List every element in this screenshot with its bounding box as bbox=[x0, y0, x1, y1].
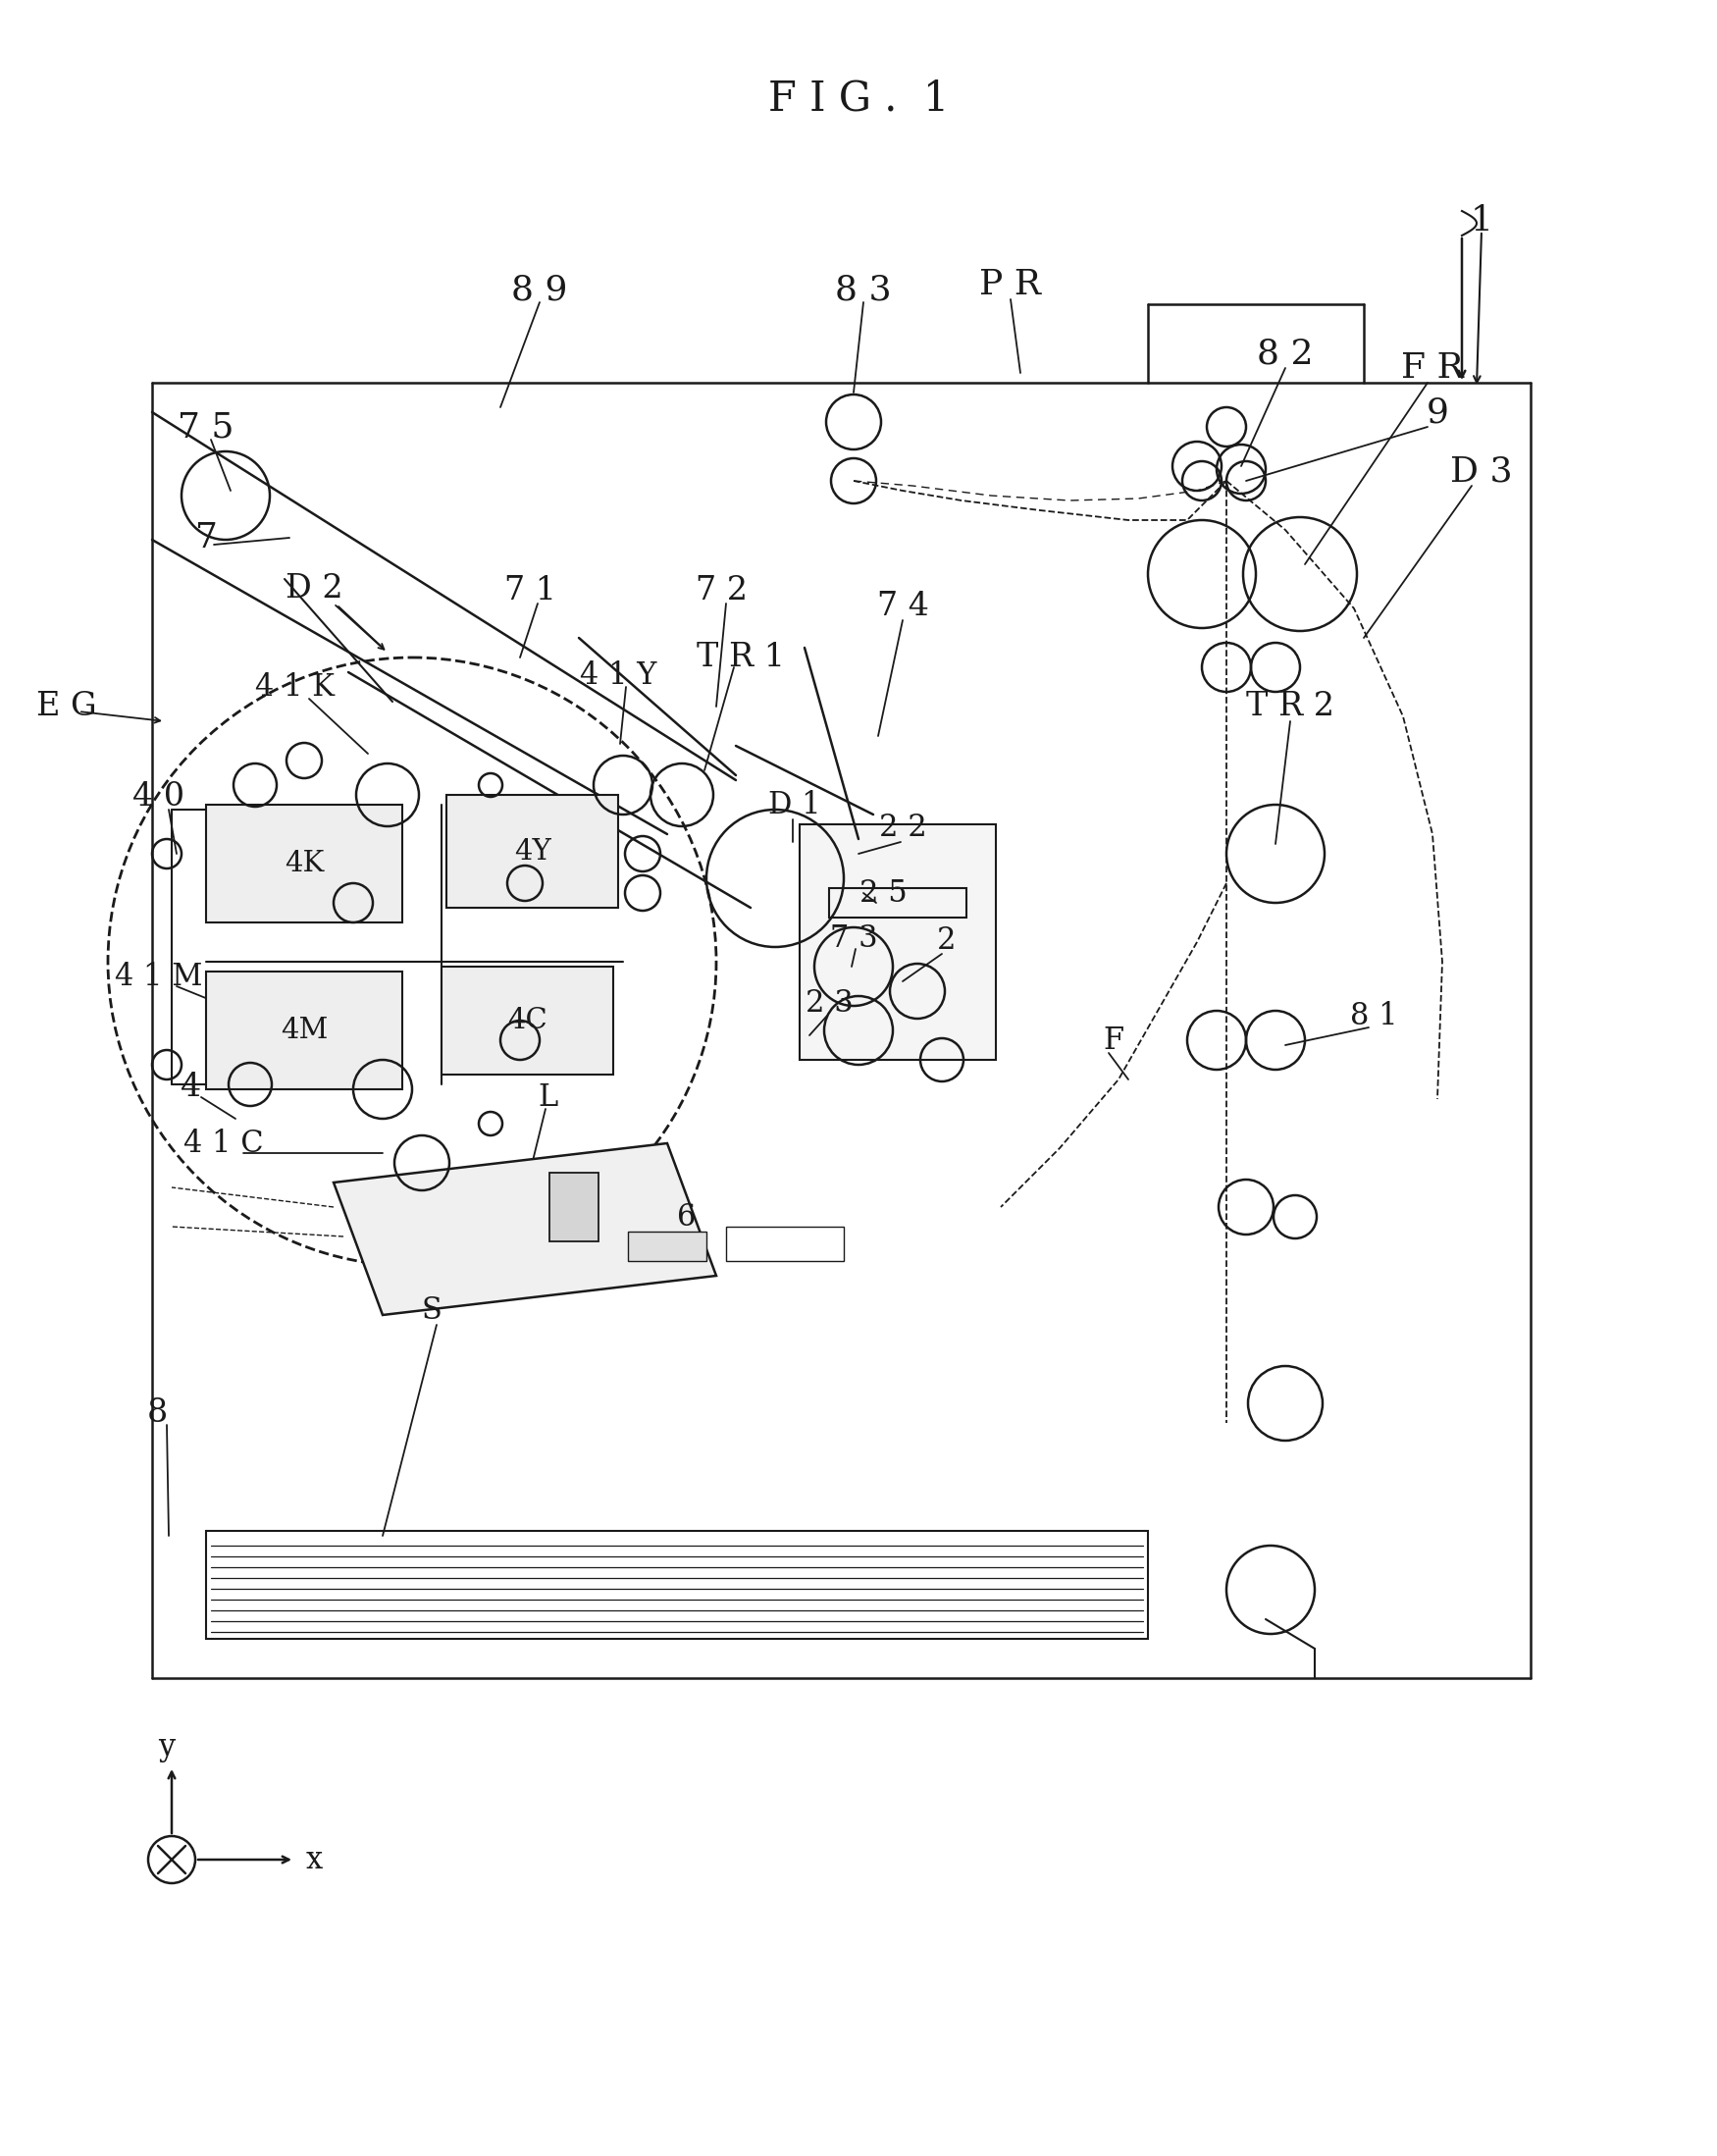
Text: 4C: 4C bbox=[507, 1007, 548, 1035]
Text: 4 1 M: 4 1 M bbox=[115, 962, 203, 992]
Text: x: x bbox=[306, 1843, 323, 1876]
Text: S: S bbox=[421, 1296, 441, 1326]
Bar bbox=[446, 796, 618, 908]
Text: D 1: D 1 bbox=[769, 789, 821, 819]
Text: 4 1 K: 4 1 K bbox=[254, 673, 335, 703]
Bar bbox=[206, 1531, 1149, 1639]
Text: P R: P R bbox=[980, 267, 1042, 302]
Text: 2 3: 2 3 bbox=[805, 987, 853, 1018]
Text: 7: 7 bbox=[194, 522, 218, 554]
Text: 4K: 4K bbox=[285, 849, 325, 877]
Text: 8 1: 8 1 bbox=[1350, 1000, 1398, 1031]
Text: 1: 1 bbox=[1470, 205, 1492, 237]
Bar bbox=[206, 972, 402, 1089]
Text: 4Y: 4Y bbox=[515, 839, 551, 865]
Bar bbox=[206, 804, 402, 923]
Text: T R 1: T R 1 bbox=[697, 642, 785, 673]
Text: L: L bbox=[537, 1082, 558, 1112]
Text: 8 3: 8 3 bbox=[834, 274, 891, 306]
Polygon shape bbox=[333, 1143, 716, 1315]
Text: 7 1: 7 1 bbox=[503, 576, 556, 606]
Text: D 2: D 2 bbox=[285, 573, 343, 604]
Text: 7 2: 7 2 bbox=[695, 576, 747, 606]
Text: T R 2: T R 2 bbox=[1247, 690, 1334, 722]
Bar bbox=[549, 1173, 599, 1242]
Bar bbox=[726, 1227, 843, 1261]
Text: F I G .  1: F I G . 1 bbox=[767, 78, 950, 119]
Text: 7 4: 7 4 bbox=[877, 591, 929, 623]
Text: 7 5: 7 5 bbox=[179, 410, 234, 444]
Text: 9: 9 bbox=[1427, 395, 1449, 429]
Text: 8 2: 8 2 bbox=[1257, 336, 1314, 371]
Text: 4: 4 bbox=[180, 1072, 201, 1104]
Text: E G: E G bbox=[36, 690, 96, 722]
Text: F: F bbox=[1104, 1024, 1125, 1056]
Bar bbox=[800, 824, 996, 1061]
Text: 8 9: 8 9 bbox=[512, 274, 568, 306]
Bar bbox=[441, 966, 613, 1074]
Text: 4M: 4M bbox=[280, 1018, 328, 1044]
Text: 4 0: 4 0 bbox=[132, 780, 185, 813]
Text: D 3: D 3 bbox=[1451, 455, 1513, 487]
Text: 2 5: 2 5 bbox=[858, 877, 907, 908]
Text: 4 1 Y: 4 1 Y bbox=[580, 660, 656, 690]
Bar bbox=[829, 888, 967, 918]
Text: 7 3: 7 3 bbox=[829, 923, 877, 953]
Text: 8: 8 bbox=[146, 1397, 168, 1429]
Text: F R: F R bbox=[1401, 351, 1463, 384]
Text: 2: 2 bbox=[937, 925, 956, 955]
Text: 4 1 C: 4 1 C bbox=[184, 1128, 264, 1158]
Text: 6: 6 bbox=[676, 1201, 697, 1231]
Text: y: y bbox=[158, 1731, 175, 1761]
Bar bbox=[628, 1231, 706, 1261]
Text: 2 2: 2 2 bbox=[879, 813, 927, 843]
